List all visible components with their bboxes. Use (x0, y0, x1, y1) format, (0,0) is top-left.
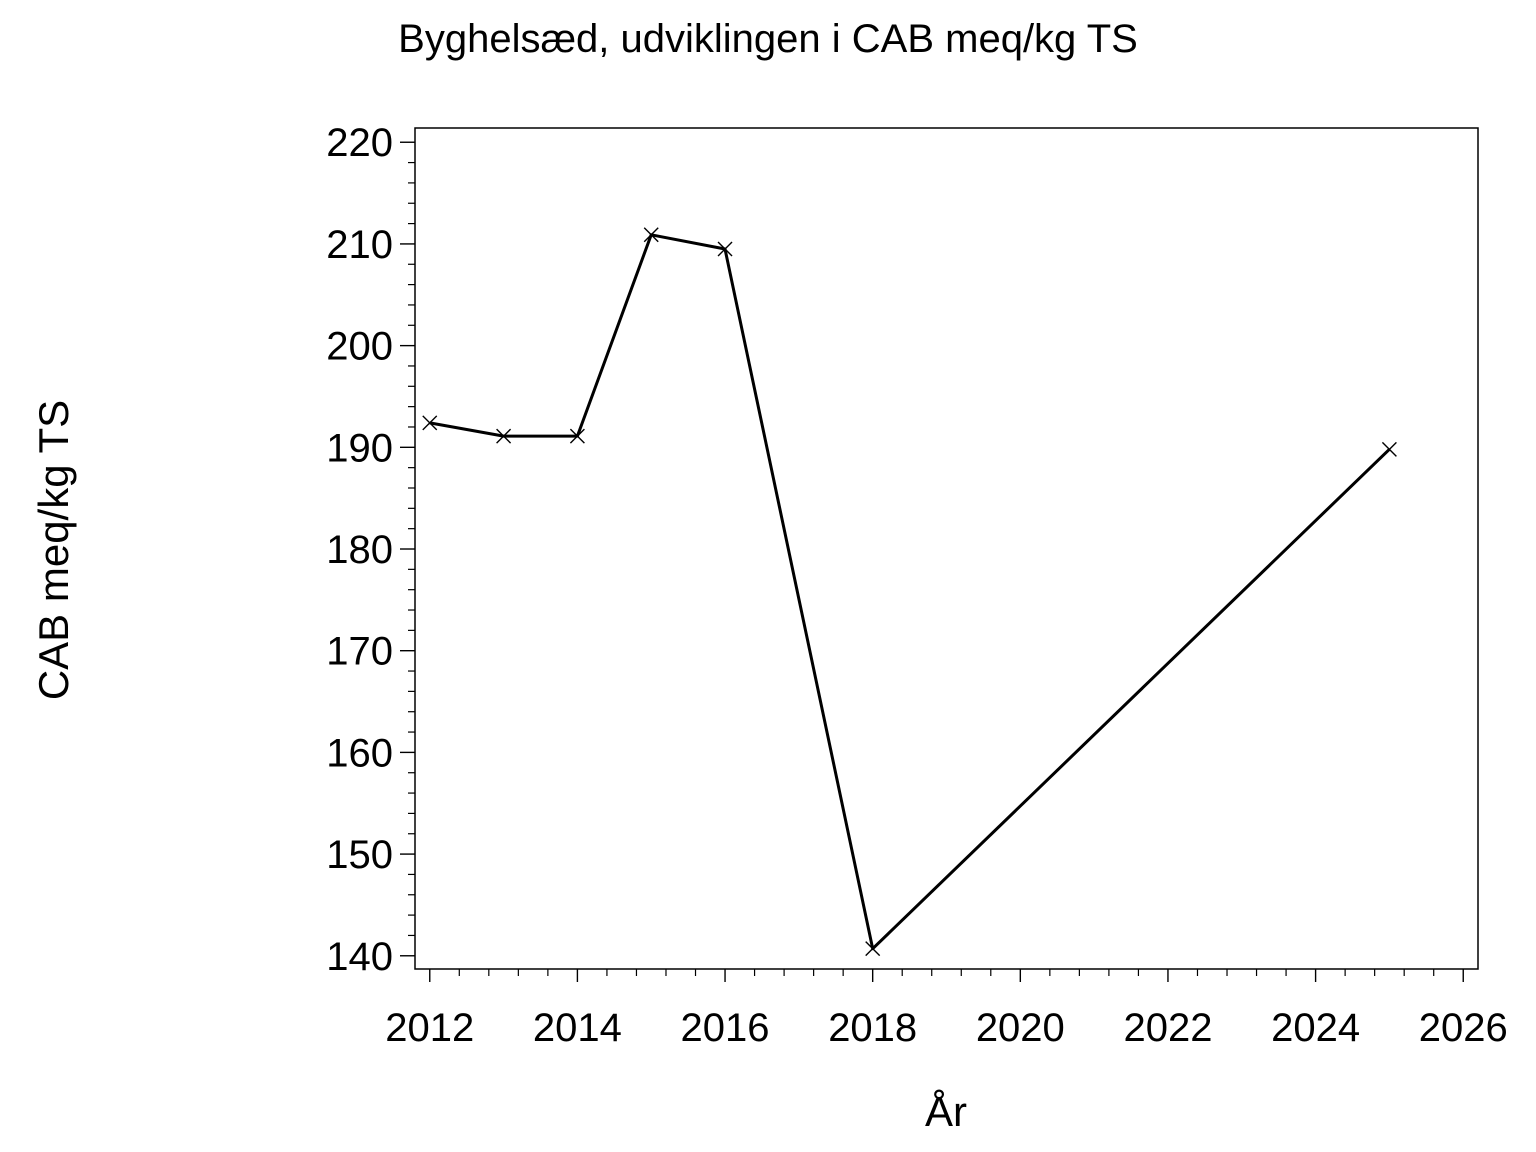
data-point-marker (865, 941, 881, 957)
chart-title: Byghelsæd, udviklingen i CAB meq/kg TS (398, 17, 1138, 61)
x-tick-label: 2014 (533, 1006, 622, 1050)
data-point-marker (717, 241, 733, 257)
y-axis: 140 150 160 170 180 190 200 210 220 (326, 121, 415, 979)
y-tick-label: 170 (326, 630, 393, 674)
x-tick-label: 2020 (976, 1006, 1065, 1050)
x-tick-label: 2012 (385, 1006, 474, 1050)
y-tick-label: 150 (326, 833, 393, 877)
marker-stroke (865, 941, 881, 957)
data-point-marker (1381, 441, 1397, 457)
x-tick-label: 2022 (1123, 1006, 1212, 1050)
x-tick-label: 2024 (1271, 1006, 1360, 1050)
y-tick-label: 180 (326, 528, 393, 572)
data-point-marker (643, 227, 659, 243)
y-tick-label: 140 (326, 935, 393, 979)
marker-stroke (569, 428, 585, 444)
marker-stroke (496, 428, 512, 444)
x-tick-label: 2026 (1419, 1006, 1508, 1050)
y-tick-label: 210 (326, 223, 393, 267)
marker-stroke (1381, 441, 1397, 457)
x-axis-title: År (925, 1088, 967, 1135)
series-line (429, 233, 1391, 951)
data-point-marker (569, 428, 585, 444)
plot-frame (414, 127, 1479, 970)
x-axis: 2012 2014 2016 2018 2020 2022 2024 2026 (385, 969, 1508, 1050)
series-layer (422, 227, 1397, 957)
data-point-marker (422, 415, 438, 431)
marker-stroke (422, 415, 438, 431)
x-tick-label: 2016 (681, 1006, 770, 1050)
data-point-marker (496, 428, 512, 444)
y-tick-label: 160 (326, 731, 393, 775)
y-axis-title: CAB meq/kg TS (30, 400, 77, 700)
marker-stroke (643, 227, 659, 243)
y-tick-label: 190 (326, 426, 393, 470)
marker-stroke (717, 241, 733, 257)
y-tick-label: 200 (326, 325, 393, 369)
x-tick-label: 2018 (828, 1006, 917, 1050)
y-tick-label: 220 (326, 121, 393, 165)
